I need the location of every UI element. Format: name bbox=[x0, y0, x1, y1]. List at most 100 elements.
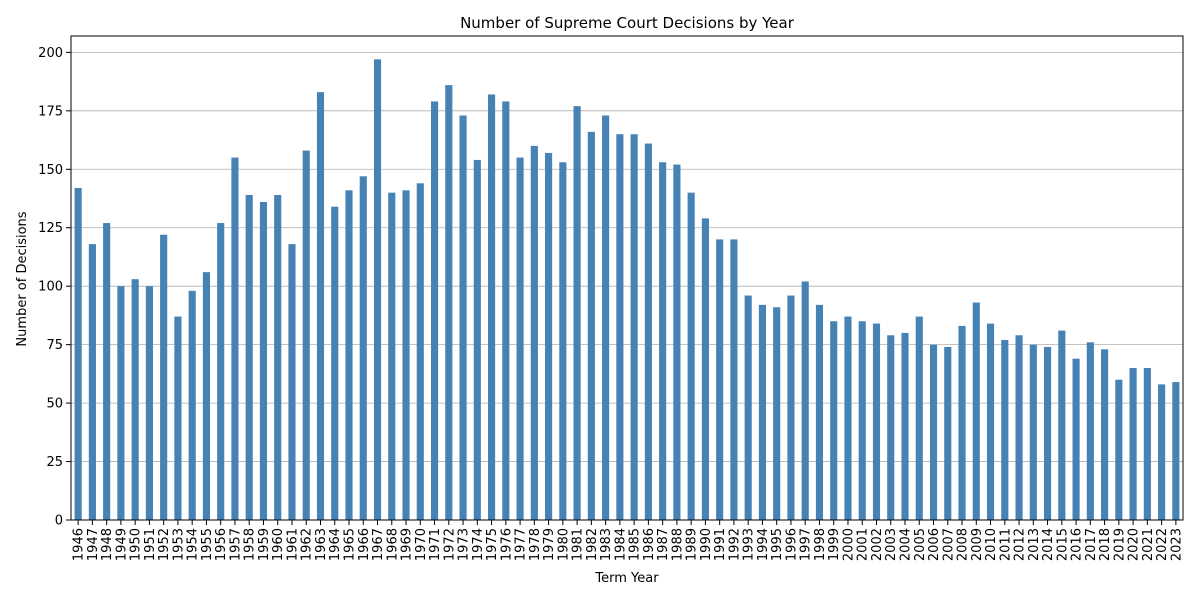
bar bbox=[217, 223, 225, 520]
x-ticks: 1946 1947 1948 1949 1950 1951 1952 1953 1954 1955… bbox=[72, 520, 1184, 561]
x-tick-label: 1987 bbox=[656, 528, 671, 561]
x-tick-label: 1952 bbox=[157, 528, 172, 561]
x-tick-label: 2001 bbox=[856, 528, 871, 561]
y-tick-label: 100 bbox=[38, 280, 63, 295]
x-tick-label: 2004 bbox=[899, 528, 914, 561]
x-tick-label: 2006 bbox=[927, 528, 942, 561]
bar bbox=[972, 302, 980, 520]
bar bbox=[103, 223, 111, 520]
x-tick-label: 1960 bbox=[271, 528, 286, 561]
bar bbox=[1115, 379, 1123, 520]
x-tick-label: 2010 bbox=[984, 528, 999, 561]
bar bbox=[473, 159, 481, 520]
x-tick-label: 2002 bbox=[870, 528, 885, 561]
bar bbox=[502, 101, 510, 520]
x-tick-label: 1974 bbox=[471, 528, 486, 561]
bar bbox=[1129, 368, 1137, 520]
x-tick-label: 1977 bbox=[514, 528, 529, 561]
x-tick-label: 2007 bbox=[941, 528, 956, 561]
y-tick-label: 200 bbox=[38, 46, 63, 61]
bar bbox=[986, 323, 995, 520]
x-tick-label: 1998 bbox=[813, 528, 828, 561]
bar bbox=[872, 323, 881, 520]
bar bbox=[245, 194, 253, 520]
x-tick-label: 1964 bbox=[328, 528, 343, 561]
bar bbox=[844, 316, 852, 520]
bar bbox=[1029, 344, 1037, 520]
x-tick-label: 2011 bbox=[998, 528, 1013, 561]
x-tick-label: 1990 bbox=[699, 528, 714, 561]
x-tick-label: 1995 bbox=[770, 528, 785, 561]
x-tick-label: 1954 bbox=[186, 528, 201, 561]
x-tick-label: 2005 bbox=[913, 528, 928, 561]
bar bbox=[302, 150, 310, 520]
bar bbox=[773, 307, 781, 520]
y-tick-label: 125 bbox=[38, 221, 63, 236]
bar bbox=[545, 152, 553, 521]
bar bbox=[858, 321, 866, 520]
x-tick-label: 2008 bbox=[956, 528, 971, 561]
x-tick-label: 1948 bbox=[100, 528, 115, 561]
bar bbox=[559, 162, 567, 520]
bar bbox=[958, 325, 966, 520]
bar bbox=[887, 335, 895, 520]
x-tick-label: 1985 bbox=[628, 528, 643, 561]
x-tick-label: 1997 bbox=[799, 528, 814, 561]
x-tick-label: 1963 bbox=[314, 528, 329, 561]
bar bbox=[673, 164, 681, 520]
bar bbox=[744, 295, 752, 520]
x-tick-label: 1953 bbox=[171, 528, 186, 561]
x-tick-label: 1975 bbox=[485, 528, 500, 561]
x-tick-label: 1965 bbox=[343, 528, 358, 561]
x-tick-label: 2018 bbox=[1098, 528, 1113, 561]
x-tick-label: 1976 bbox=[499, 528, 514, 561]
y-tick-label: 0 bbox=[55, 514, 63, 529]
x-tick-label: 2022 bbox=[1155, 528, 1170, 561]
x-tick-label: 1962 bbox=[300, 528, 315, 561]
bar bbox=[1044, 346, 1052, 520]
x-tick-label: 1989 bbox=[685, 528, 700, 561]
x-tick-label: 1970 bbox=[414, 528, 429, 561]
bar bbox=[316, 92, 325, 521]
bar bbox=[687, 192, 695, 521]
y-ticks: 0 25 50 75 100 125 150 175 200 bbox=[38, 46, 71, 529]
x-tick-label: 1947 bbox=[86, 528, 101, 561]
x-tick-label: 1999 bbox=[827, 528, 842, 561]
axes bbox=[70, 35, 1184, 521]
x-tick-label: 1951 bbox=[143, 528, 158, 561]
bar bbox=[901, 332, 909, 520]
bar bbox=[1143, 368, 1151, 520]
bar bbox=[416, 183, 424, 520]
bars bbox=[74, 59, 1180, 521]
x-tick-label: 1959 bbox=[257, 528, 272, 561]
bar bbox=[373, 59, 382, 520]
bar bbox=[430, 101, 439, 520]
x-tick-label: 2013 bbox=[1027, 528, 1042, 561]
bar bbox=[630, 134, 638, 521]
bar bbox=[74, 187, 82, 520]
y-tick-label: 150 bbox=[38, 163, 63, 178]
bar bbox=[516, 157, 524, 520]
x-tick-label: 1949 bbox=[114, 528, 129, 561]
x-tick-label: 1986 bbox=[642, 528, 657, 561]
bar bbox=[459, 115, 467, 520]
bar bbox=[117, 286, 125, 520]
x-tick-label: 1972 bbox=[442, 528, 457, 561]
x-tick-label: 1984 bbox=[613, 528, 628, 561]
x-tick-label: 2009 bbox=[970, 528, 985, 561]
bar bbox=[402, 190, 410, 520]
y-tick-label: 75 bbox=[46, 338, 63, 353]
y-tick-label: 50 bbox=[46, 397, 63, 412]
bar bbox=[1001, 339, 1009, 520]
x-tick-label: 2016 bbox=[1070, 528, 1085, 561]
bar bbox=[815, 304, 824, 520]
x-tick-label: 1971 bbox=[428, 528, 443, 561]
bar bbox=[359, 176, 367, 520]
bar bbox=[88, 244, 96, 520]
x-tick-label: 1969 bbox=[400, 528, 415, 561]
x-tick-label: 2017 bbox=[1084, 528, 1099, 561]
bar bbox=[644, 143, 652, 521]
x-tick-label: 1978 bbox=[528, 528, 543, 561]
